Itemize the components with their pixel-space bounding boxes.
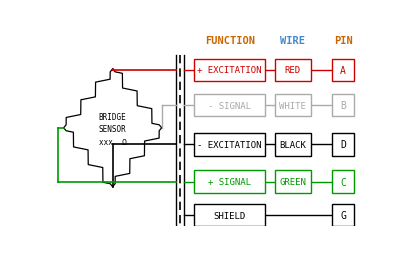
FancyBboxPatch shape <box>194 59 265 82</box>
Text: SHIELD: SHIELD <box>213 211 246 220</box>
Text: xxx  Ω: xxx Ω <box>99 137 126 147</box>
Text: GREEN: GREEN <box>279 178 306 186</box>
FancyBboxPatch shape <box>275 134 311 156</box>
Text: + EXCITATION: + EXCITATION <box>197 66 262 75</box>
FancyBboxPatch shape <box>194 204 265 227</box>
Text: G: G <box>340 210 346 220</box>
FancyBboxPatch shape <box>275 59 311 82</box>
Text: RED: RED <box>285 66 301 75</box>
FancyBboxPatch shape <box>194 171 265 193</box>
Text: WIRE: WIRE <box>280 36 306 46</box>
Text: A: A <box>340 66 346 75</box>
Text: WHITE: WHITE <box>279 101 306 110</box>
Text: SENSOR: SENSOR <box>99 125 126 134</box>
Text: FUNCTION: FUNCTION <box>205 36 255 46</box>
Text: - SIGNAL: - SIGNAL <box>208 101 251 110</box>
FancyBboxPatch shape <box>333 59 354 82</box>
Text: BLACK: BLACK <box>279 140 306 149</box>
FancyBboxPatch shape <box>275 171 311 193</box>
FancyBboxPatch shape <box>333 134 354 156</box>
FancyBboxPatch shape <box>333 171 354 193</box>
Text: D: D <box>340 140 346 150</box>
FancyBboxPatch shape <box>194 134 265 156</box>
Text: PIN: PIN <box>334 36 353 46</box>
FancyBboxPatch shape <box>333 94 354 117</box>
FancyBboxPatch shape <box>275 94 311 117</box>
Text: B: B <box>340 101 346 111</box>
Text: BRIDGE: BRIDGE <box>99 113 126 122</box>
FancyBboxPatch shape <box>333 204 354 227</box>
Text: - EXCITATION: - EXCITATION <box>197 140 262 149</box>
Text: C: C <box>340 177 346 187</box>
FancyBboxPatch shape <box>194 94 265 117</box>
Text: + SIGNAL: + SIGNAL <box>208 178 251 186</box>
